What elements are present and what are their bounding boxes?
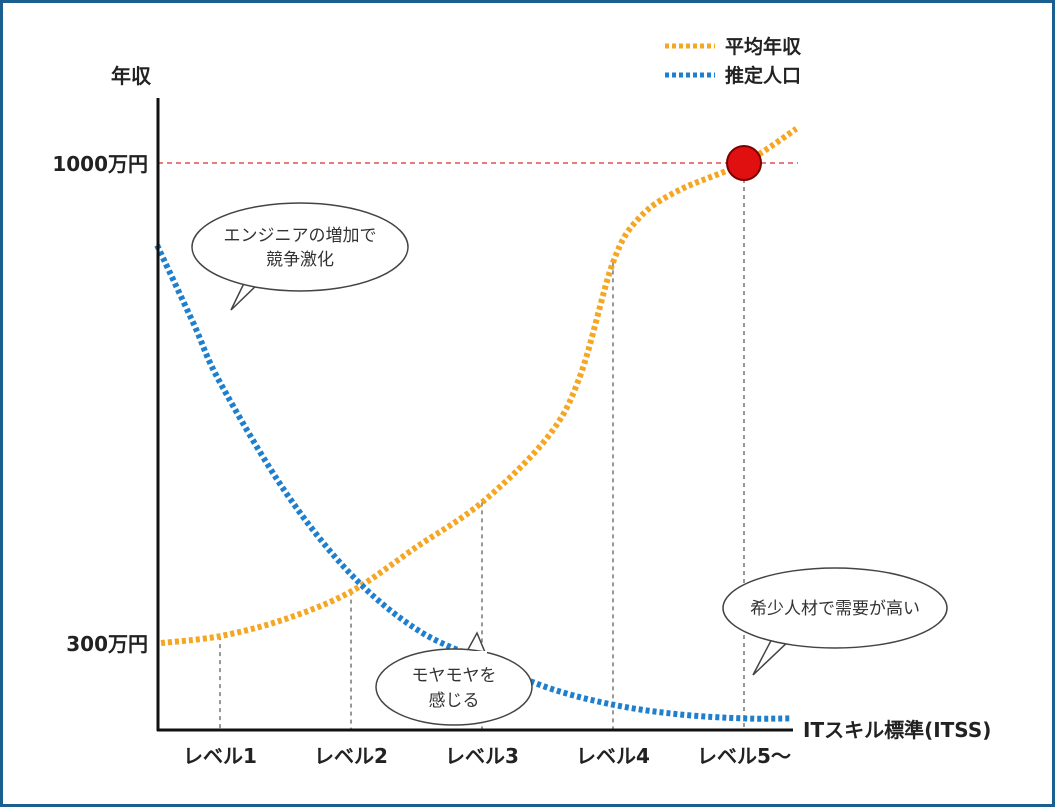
y-tick-label-1000: 1000万円 — [52, 152, 148, 176]
x-tick-labels: レベル1 レベル2 レベル3 レベル4 レベル5～ — [183, 744, 791, 768]
legend-label-estimated-population: 推定人口 — [725, 64, 801, 87]
annotation-bubble-scarce-talent: 希少人材で需要が高い — [722, 567, 948, 676]
annotation-text: 希少人材で需要が高い — [750, 599, 920, 619]
annotation-bubble-frustration: モヤモヤを 感じる — [375, 631, 533, 726]
series-line-estimated-population — [154, 244, 790, 722]
annotation-text: エンジニアの増加で — [224, 226, 377, 246]
highlight-point-1000 — [726, 145, 762, 181]
drop-lines — [219, 163, 745, 730]
series-group — [154, 126, 799, 722]
series-line-average-income — [160, 126, 799, 646]
x-axis-title: ITスキル標準(ITSS) — [803, 718, 991, 742]
legend-label-average-income: 平均年収 — [725, 35, 802, 58]
x-tick-label-3: レベル3 — [445, 744, 519, 768]
y-tick-label-300: 300万円 — [66, 632, 148, 656]
highlight-group — [726, 145, 762, 181]
annotation-text: 感じる — [429, 691, 480, 711]
x-tick-label-5: レベル5～ — [697, 744, 791, 768]
legend: 平均年収 推定人口 — [665, 35, 802, 87]
annotation-text: モヤモヤを — [412, 666, 497, 686]
y-tick-labels: 1000万円 300万円 — [52, 152, 148, 656]
annotation-bubble-competition: エンジニアの増加で 競争激化 — [191, 202, 409, 311]
x-tick-label-2: レベル2 — [314, 744, 388, 768]
y-axis-title: 年収 — [111, 64, 152, 88]
annotation-text: 競争激化 — [266, 250, 334, 270]
x-tick-label-1: レベル1 — [183, 744, 257, 768]
x-tick-label-4: レベル4 — [576, 744, 650, 768]
